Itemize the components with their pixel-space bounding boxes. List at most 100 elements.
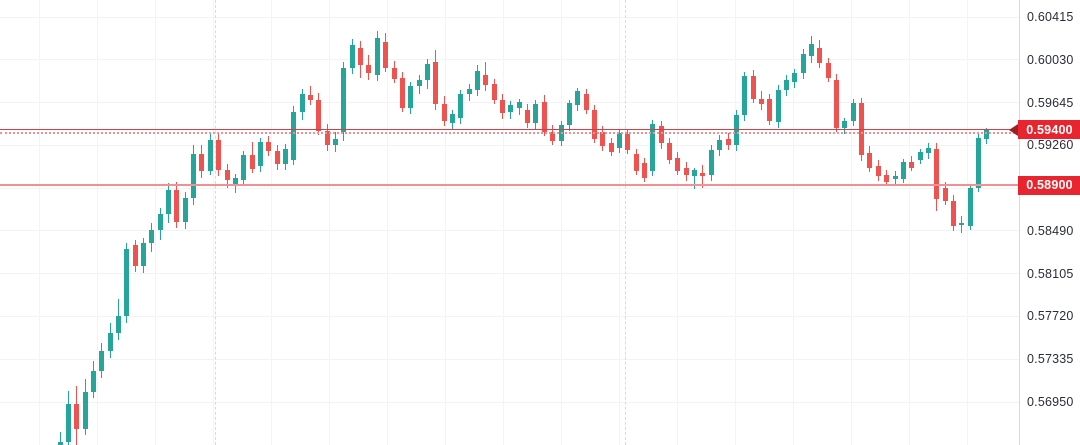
candle-body bbox=[90, 370, 96, 393]
candle-body bbox=[658, 126, 664, 144]
current-price-line[interactable] bbox=[0, 128, 1019, 130]
candle-body bbox=[458, 94, 464, 118]
candle-body bbox=[416, 79, 422, 87]
candle-body bbox=[366, 65, 372, 74]
candle-body bbox=[224, 169, 230, 180]
candle-body bbox=[216, 139, 222, 170]
candle-body bbox=[942, 187, 948, 201]
candle-body bbox=[633, 154, 639, 171]
candle-body bbox=[608, 143, 614, 153]
price-axis-tick: 0.58105 bbox=[1027, 266, 1074, 281]
candle-body bbox=[333, 138, 339, 146]
candle-body bbox=[533, 104, 539, 124]
candle-body bbox=[725, 138, 731, 146]
horizontal-support-line[interactable] bbox=[0, 184, 1019, 187]
candle-body bbox=[483, 75, 489, 86]
candle-body bbox=[249, 155, 255, 169]
candle-body bbox=[950, 200, 956, 227]
chart-plot-area[interactable] bbox=[0, 0, 1019, 445]
price-axis-tick: 0.59260 bbox=[1027, 138, 1074, 153]
candle-body bbox=[266, 142, 272, 151]
candle-body bbox=[683, 167, 689, 176]
price-label-59400: 0.59400 bbox=[1009, 120, 1080, 140]
candle-body bbox=[600, 132, 606, 147]
candle-body bbox=[900, 162, 906, 179]
candle-body bbox=[550, 132, 556, 141]
candle-body bbox=[441, 104, 447, 121]
candle-body bbox=[733, 115, 739, 146]
candle-body bbox=[750, 76, 756, 99]
price-axis-tick: 0.57720 bbox=[1027, 309, 1074, 324]
candle-body bbox=[867, 153, 873, 168]
gridline-horizontal bbox=[0, 230, 1019, 232]
price-axis-tick: 0.58490 bbox=[1027, 223, 1074, 238]
candle-body bbox=[115, 316, 121, 334]
candle-body bbox=[642, 163, 647, 178]
session-break-line bbox=[215, 0, 216, 445]
candle-body bbox=[232, 177, 238, 185]
candle-body bbox=[316, 99, 322, 131]
price-axis-tick: 0.60030 bbox=[1027, 52, 1074, 67]
candle-body bbox=[433, 62, 439, 105]
candle-body bbox=[500, 99, 506, 114]
candle-body bbox=[775, 89, 781, 123]
gridline-horizontal bbox=[0, 59, 1019, 61]
candle-body bbox=[934, 148, 940, 199]
candle-body bbox=[566, 103, 572, 126]
candle-body bbox=[925, 147, 931, 154]
candle-body bbox=[99, 350, 105, 371]
candle-body bbox=[959, 223, 965, 226]
gridline-horizontal bbox=[0, 187, 1019, 189]
gridline-vertical bbox=[445, 0, 446, 445]
gridline-vertical bbox=[503, 0, 504, 445]
candle-body bbox=[157, 214, 163, 230]
candle-body bbox=[667, 143, 673, 160]
gridline-vertical bbox=[271, 0, 272, 445]
gridline-horizontal bbox=[0, 358, 1019, 360]
candle-body bbox=[291, 112, 297, 160]
gridline-horizontal bbox=[0, 144, 1019, 146]
candle-body bbox=[424, 64, 430, 80]
gridline-horizontal bbox=[0, 16, 1019, 18]
candle-wick bbox=[694, 167, 696, 189]
price-label-text: 0.58900 bbox=[1026, 178, 1073, 193]
gridline-vertical bbox=[793, 0, 794, 445]
candle-body bbox=[65, 404, 71, 443]
gridline-horizontal bbox=[0, 273, 1019, 275]
candle-body bbox=[842, 120, 848, 128]
session-break-line bbox=[625, 0, 626, 445]
candle-body bbox=[182, 197, 188, 223]
candle-body bbox=[408, 86, 414, 108]
candle-body bbox=[809, 44, 814, 57]
candle-body bbox=[383, 42, 389, 68]
candle-body bbox=[792, 73, 798, 83]
candle-body bbox=[341, 67, 347, 133]
price-arrow-icon bbox=[1009, 123, 1018, 136]
gridline-vertical bbox=[967, 0, 968, 445]
candle-body bbox=[692, 169, 698, 177]
gridline-vertical bbox=[735, 0, 736, 445]
candle-body bbox=[976, 137, 981, 188]
gridline-vertical bbox=[213, 0, 214, 445]
candle-body bbox=[767, 98, 773, 121]
candle-wick bbox=[894, 170, 896, 187]
candle-body bbox=[191, 154, 197, 198]
candle-body bbox=[583, 94, 589, 110]
gridline-vertical bbox=[329, 0, 330, 445]
price-axis-tick: 0.60415 bbox=[1027, 10, 1074, 25]
candle-body bbox=[74, 404, 80, 429]
price-axis[interactable]: 0.59400 0.58900 0.60415 0.60030 0.59645 0.5… bbox=[1009, 0, 1080, 445]
price-axis-tick: 0.59645 bbox=[1027, 95, 1074, 110]
gridline-vertical bbox=[387, 0, 388, 445]
candle-body bbox=[817, 47, 823, 64]
candle-body bbox=[174, 189, 180, 223]
candle-body bbox=[616, 133, 622, 148]
candle-body bbox=[466, 88, 472, 95]
candle-body bbox=[57, 442, 63, 445]
candle-body bbox=[299, 94, 305, 113]
candle-body bbox=[892, 176, 898, 179]
candle-body bbox=[758, 98, 764, 105]
candle-body bbox=[141, 243, 146, 267]
candle-body bbox=[917, 152, 923, 160]
